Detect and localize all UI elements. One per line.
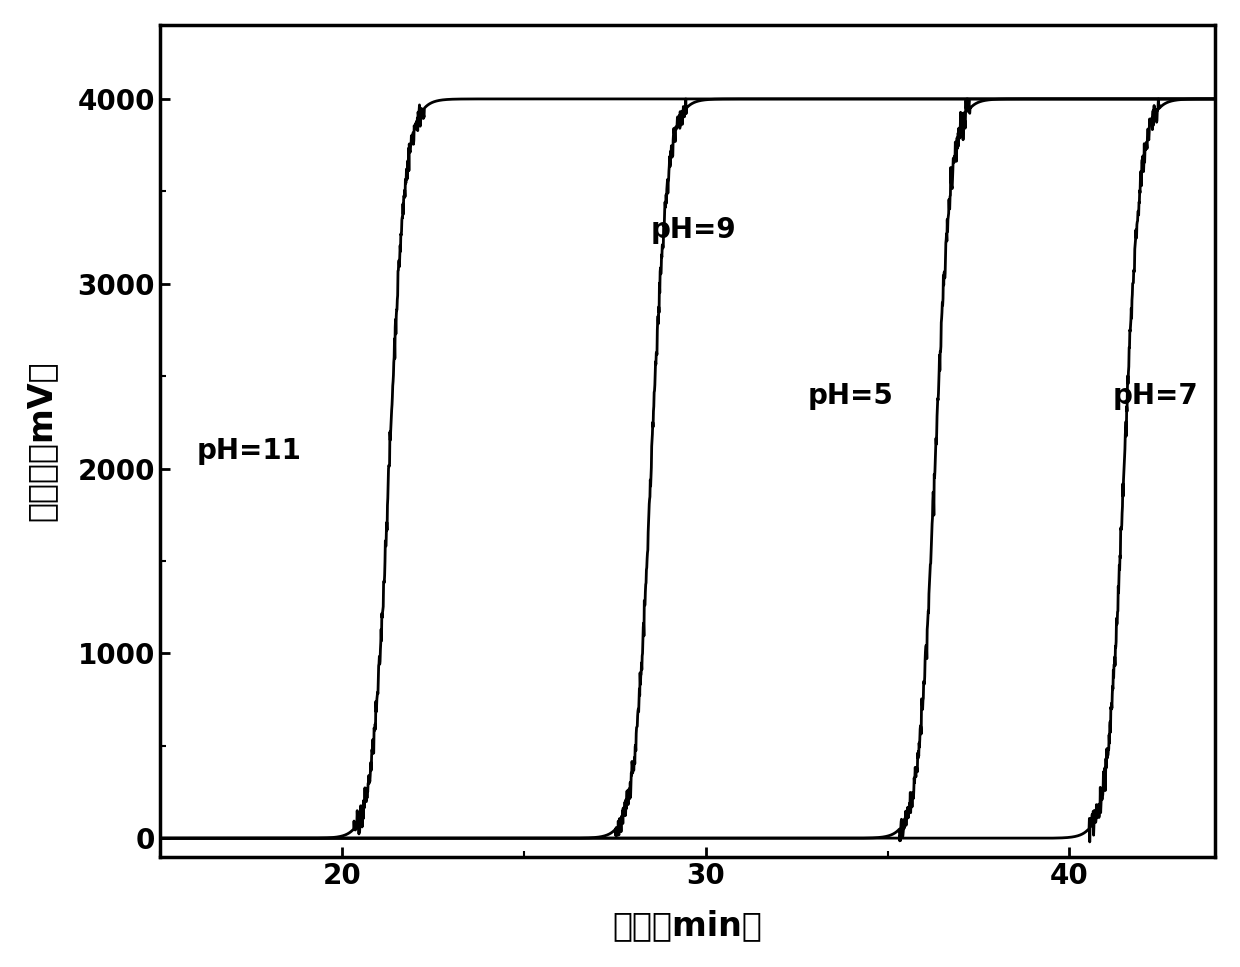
Text: pH=5: pH=5: [807, 382, 893, 410]
Y-axis label: 响应度（mV）: 响应度（mV）: [25, 361, 58, 521]
Text: pH=9: pH=9: [651, 216, 737, 244]
Text: pH=7: pH=7: [1114, 382, 1199, 410]
X-axis label: 时间（min）: 时间（min）: [613, 909, 763, 942]
Text: pH=11: pH=11: [196, 437, 301, 465]
